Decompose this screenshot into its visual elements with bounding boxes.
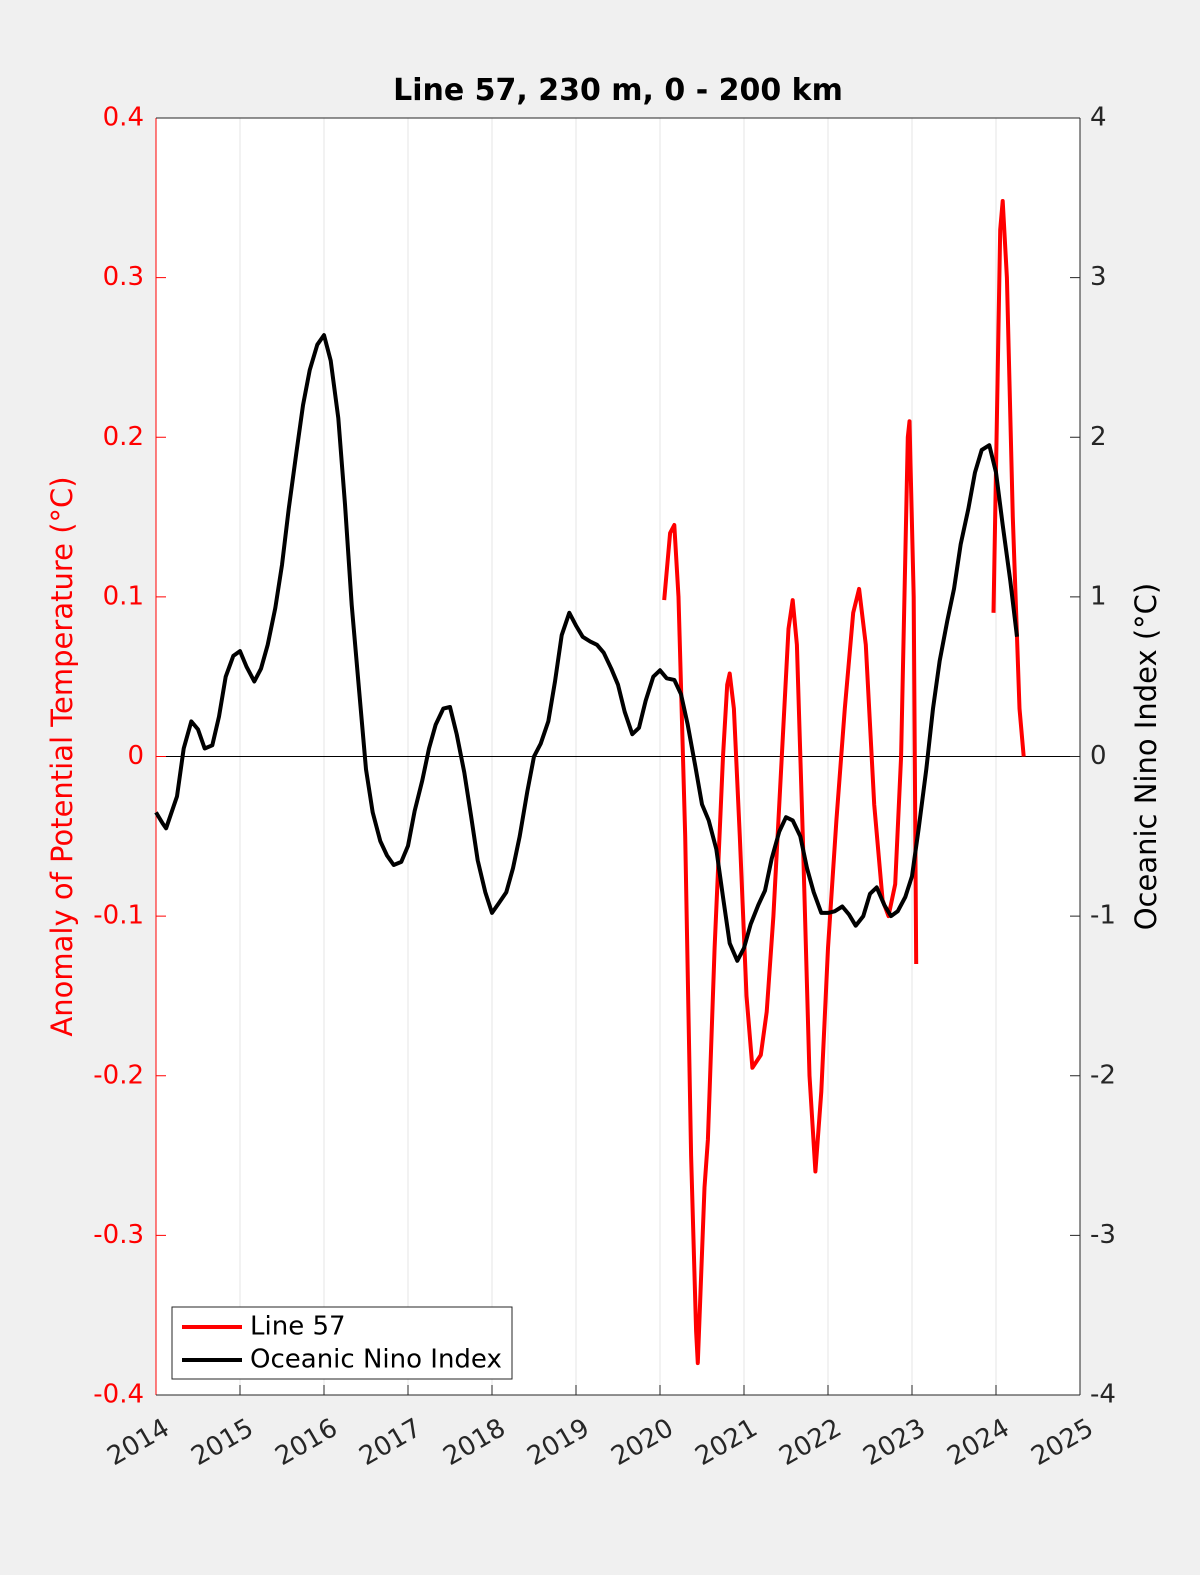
- series-line: [662, 199, 1026, 1366]
- chart-title: Line 57, 230 m, 0 - 200 km: [393, 73, 843, 108]
- y2-tick-label: -4: [1090, 1380, 1116, 1410]
- legend-box: [171, 1306, 513, 1380]
- y-tick-label: 0: [127, 741, 144, 771]
- legend-label: Line 57: [250, 1312, 346, 1342]
- y2-tick-label: 3: [1090, 262, 1107, 292]
- x-tick-label: 2022: [774, 1413, 846, 1472]
- y2-tick-label: -3: [1090, 1220, 1116, 1250]
- y2-tick-label: -2: [1090, 1060, 1116, 1090]
- y2-tick-label: 0: [1090, 741, 1107, 771]
- y-tick-label: 0.4: [103, 103, 144, 133]
- y2-tick-label: 1: [1090, 581, 1107, 611]
- x-tick-label: 2025: [1026, 1413, 1098, 1472]
- legend-label: Oceanic Nino Index: [250, 1345, 502, 1375]
- y2-axis-label: Oceanic Nino Index (°C): [1129, 583, 1163, 931]
- x-tick-label: 2023: [858, 1413, 930, 1472]
- y2-tick-label: 4: [1090, 103, 1107, 133]
- y-tick-label: 0.1: [103, 581, 144, 611]
- x-tick-label: 2017: [354, 1413, 426, 1472]
- x-tick-label: 2019: [522, 1413, 594, 1472]
- y-axis-label: Anomaly of Potential Temperature (°C): [45, 476, 79, 1036]
- y-tick-label: -0.2: [93, 1060, 144, 1090]
- y-tick-label: -0.4: [93, 1380, 144, 1410]
- y2-tick-label: 2: [1090, 422, 1107, 452]
- y2-tick-label: -1: [1090, 901, 1116, 931]
- x-tick-label: 2014: [102, 1413, 174, 1472]
- x-tick-label: 2020: [606, 1413, 678, 1472]
- x-tick-label: 2015: [186, 1413, 258, 1472]
- y-tick-label: -0.1: [93, 901, 144, 931]
- x-tick-label: 2018: [438, 1413, 510, 1472]
- y-tick-label: 0.3: [103, 262, 144, 292]
- y-tick-label: 0.2: [103, 422, 144, 452]
- series-line: [154, 333, 1019, 963]
- x-tick-label: 2016: [270, 1413, 342, 1472]
- y-tick-label: -0.3: [93, 1220, 144, 1250]
- x-tick-label: 2021: [690, 1413, 762, 1472]
- x-tick-label: 2024: [942, 1413, 1014, 1472]
